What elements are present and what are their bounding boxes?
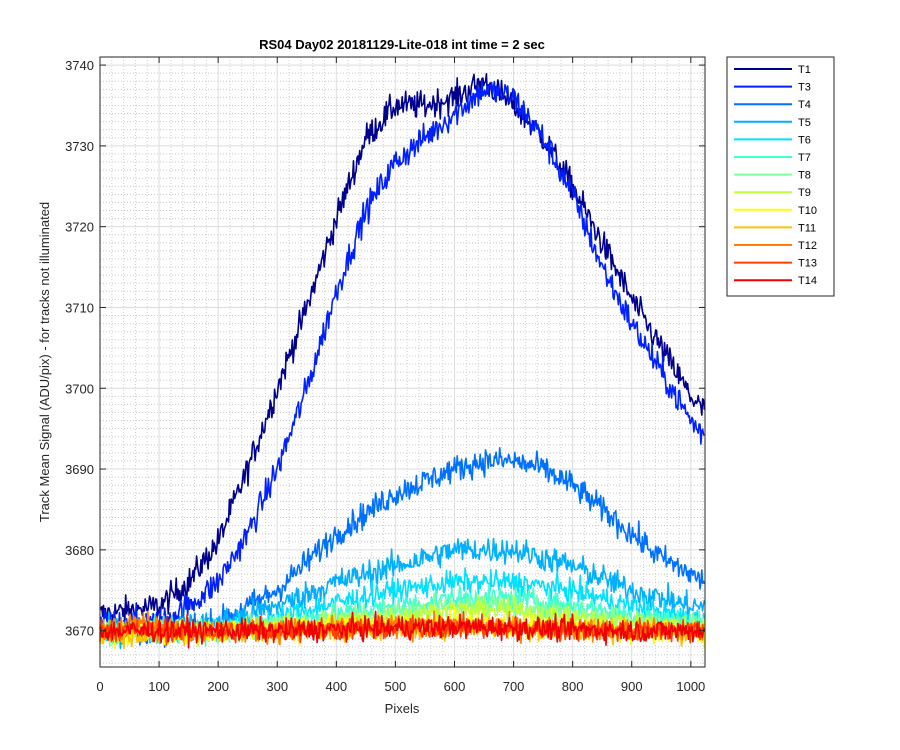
x-tick-label: 200 <box>207 679 229 694</box>
legend-label-t10: T10 <box>798 205 817 217</box>
x-tick-label: 800 <box>562 679 584 694</box>
series-group <box>99 73 706 650</box>
legend-label-t6: T6 <box>798 134 811 146</box>
x-tick-label: 500 <box>385 679 407 694</box>
series-line-t14 <box>99 610 706 649</box>
y-tick-label: 3740 <box>65 58 94 73</box>
series-line-t1 <box>99 73 706 629</box>
y-tick-label: 3710 <box>65 300 94 315</box>
legend-label-t7: T7 <box>798 152 811 164</box>
y-tick-label: 3680 <box>65 543 94 558</box>
legend-label-t5: T5 <box>798 117 811 129</box>
legend-label-t11: T11 <box>798 222 816 234</box>
legend-label-t3: T3 <box>798 82 811 94</box>
legend: T1 T3 T4 T5 T6 T7 T8 T9 T10 T11 T12 T13 T14 <box>726 56 835 297</box>
y-tick-label: 3730 <box>65 139 94 154</box>
y-tick-label: 3690 <box>65 462 94 477</box>
legend-label-t8: T8 <box>798 170 811 182</box>
x-tick-label: 600 <box>444 679 466 694</box>
legend-label-t13: T13 <box>798 258 817 270</box>
legend-label-t1: T1 <box>798 64 811 76</box>
x-tick-label: 300 <box>266 679 288 694</box>
x-tick-label: 700 <box>503 679 525 694</box>
y-tick-label: 3700 <box>65 381 94 396</box>
y-axis-title: Track Mean Signal (ADU/pix) - for tracks… <box>37 202 52 522</box>
x-tick-label: 100 <box>148 679 170 694</box>
legend-box <box>726 56 835 297</box>
grid <box>99 57 705 667</box>
ticks: 0 100 200 300 400 500 600 700 800 900 1000 3670 3680… <box>65 57 705 694</box>
x-tick-label: 1000 <box>676 679 705 694</box>
x-axis-title: Pixels <box>385 701 420 716</box>
x-tick-label: 0 <box>96 679 103 694</box>
plot-frame <box>99 56 706 668</box>
legend-label-t12: T12 <box>798 240 817 252</box>
legend-label-t14: T14 <box>798 275 817 287</box>
x-tick-label: 900 <box>621 679 643 694</box>
legend-label-t4: T4 <box>798 99 811 111</box>
y-tick-label: 3720 <box>65 220 94 235</box>
chart-title: RS04 Day02 20181129-Lite-018 int time = … <box>259 37 545 52</box>
y-tick-label: 3670 <box>65 624 94 639</box>
series-line-t3 <box>99 80 706 638</box>
legend-label-t9: T9 <box>798 187 811 199</box>
x-tick-label: 400 <box>325 679 347 694</box>
